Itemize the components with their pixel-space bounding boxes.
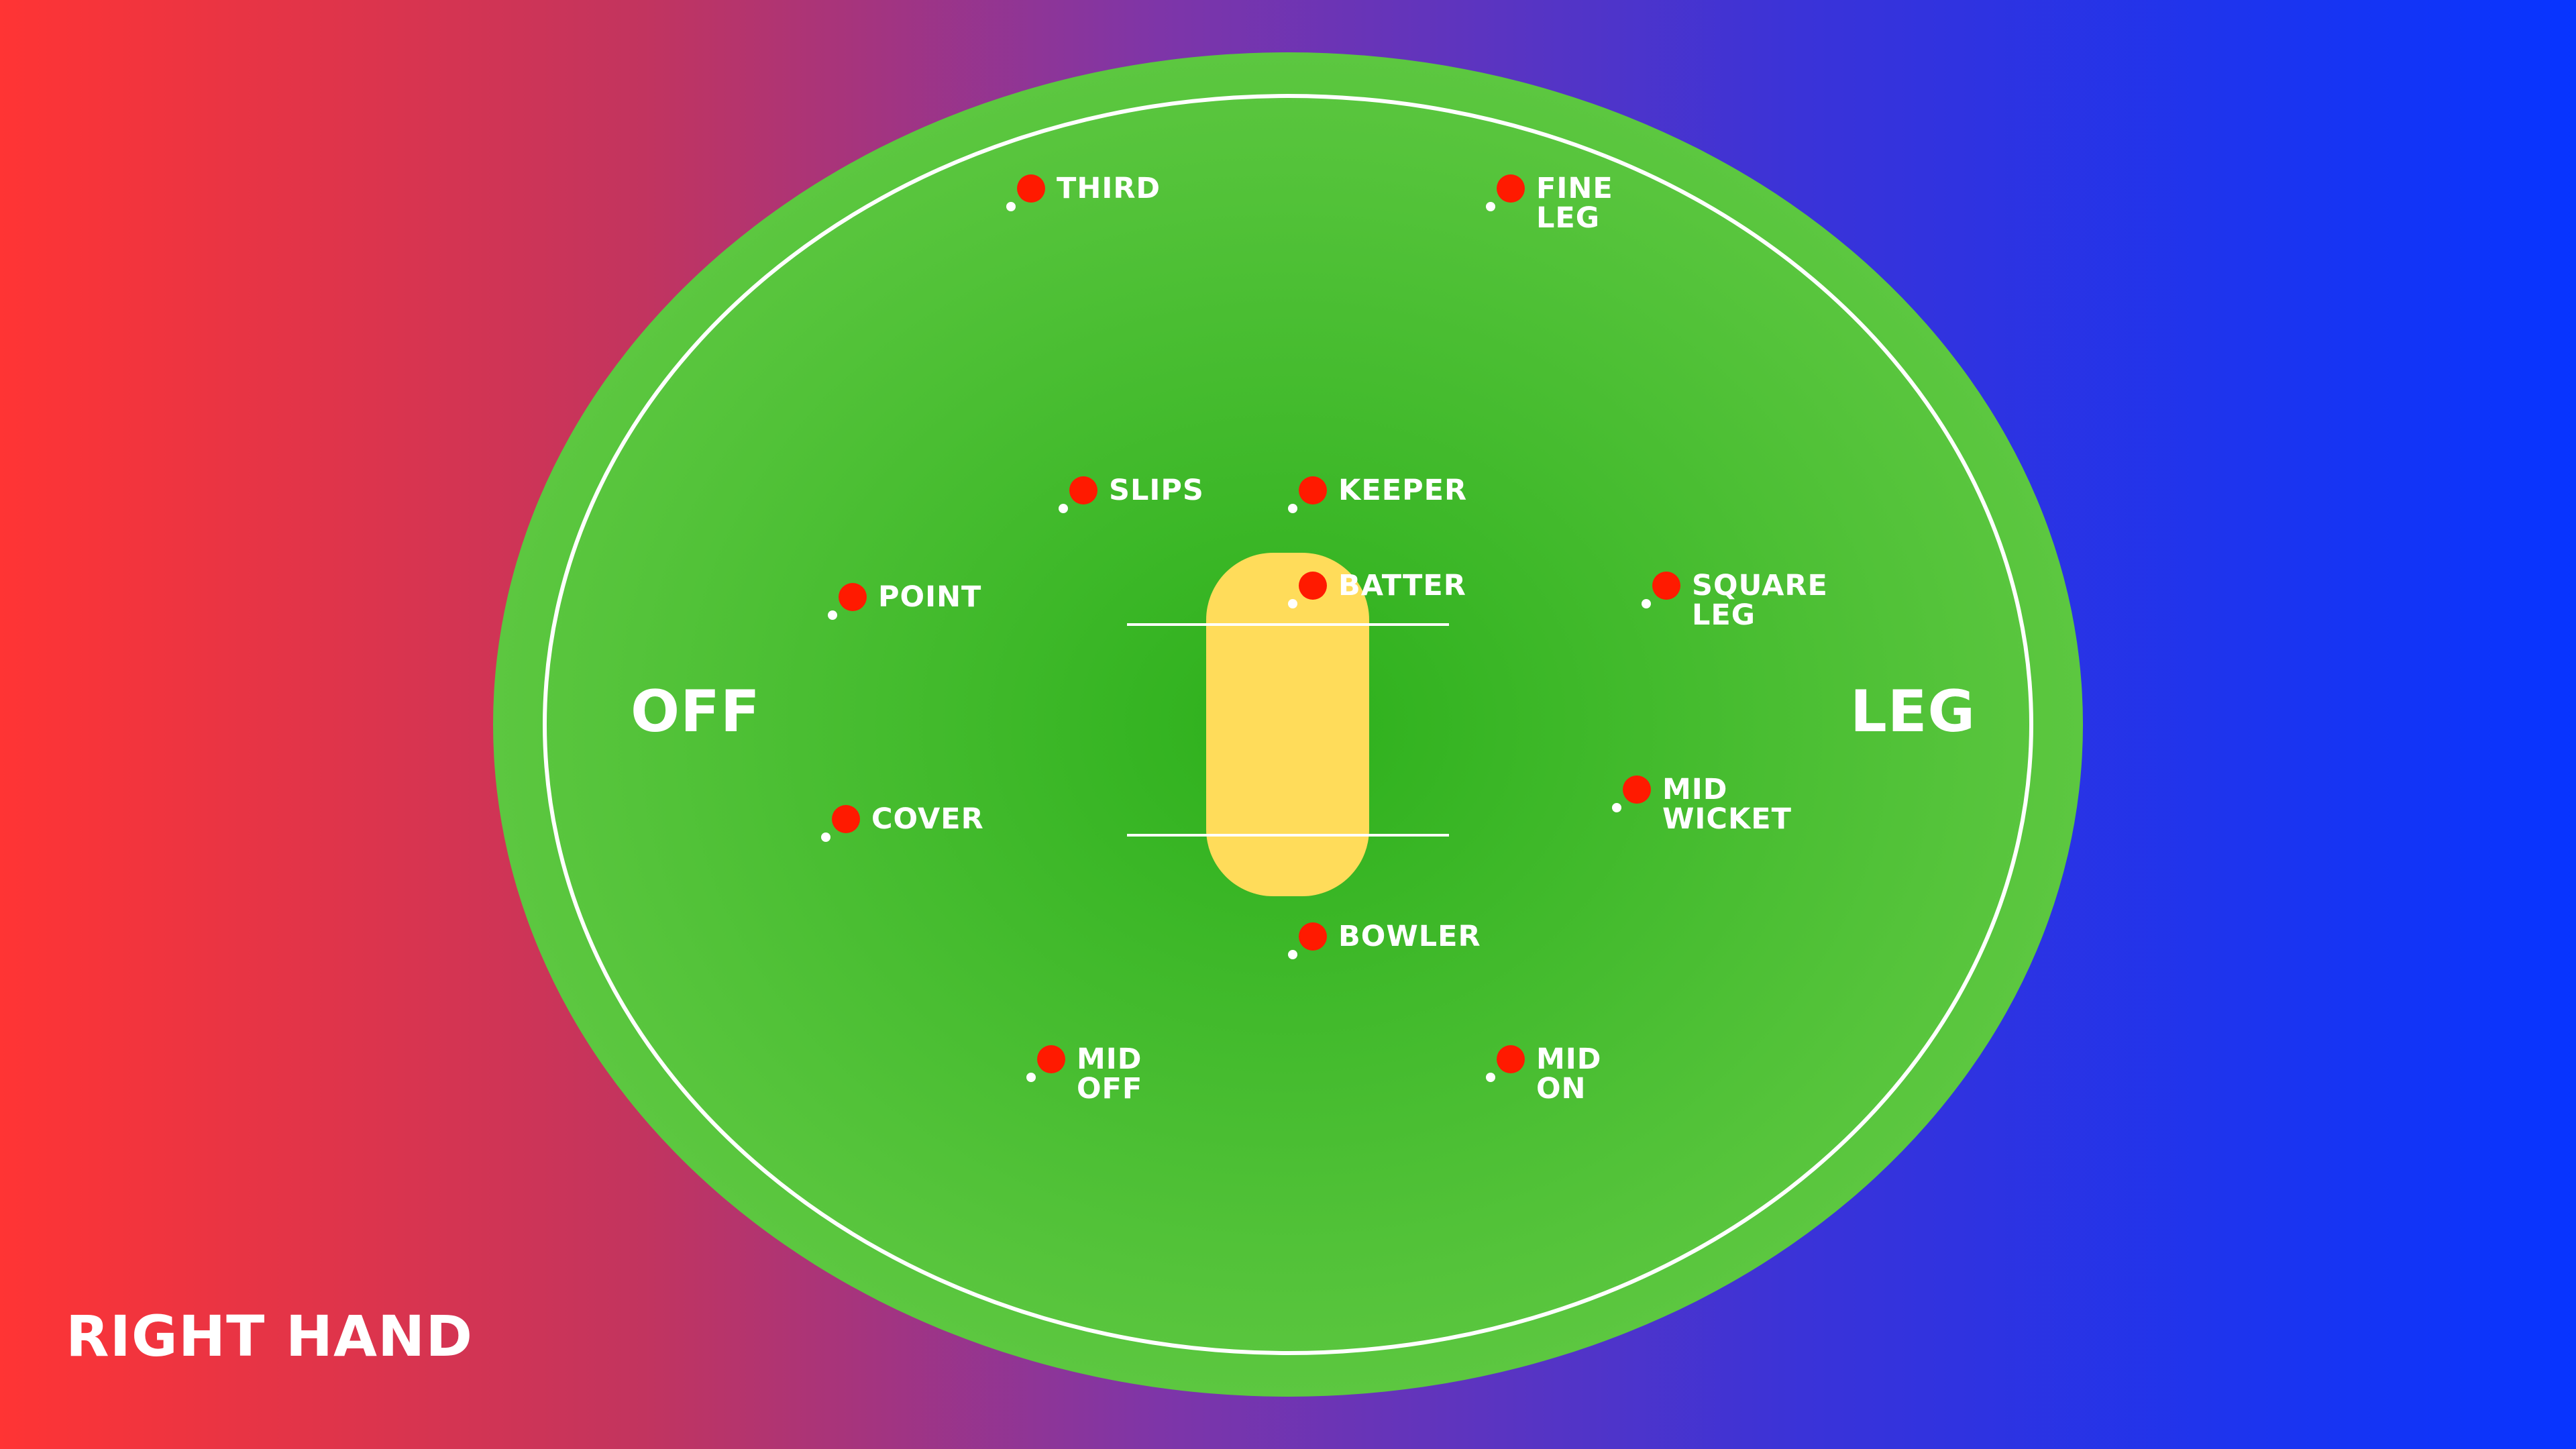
position-label-line: BOWLER bbox=[1338, 920, 1481, 953]
position-label-square-leg: SQUARE LEG bbox=[1692, 571, 1828, 630]
batting-hand-title: RIGHT HAND bbox=[66, 1303, 474, 1369]
leg-side-label: LEG bbox=[1850, 678, 1976, 745]
position-label-line: COVER bbox=[871, 802, 984, 836]
fielder-dot-mid-off bbox=[1037, 1045, 1065, 1073]
fielder-dot-fine-leg bbox=[1497, 174, 1525, 203]
fielder-dot-point bbox=[839, 583, 867, 611]
fielder-dot-third bbox=[1017, 174, 1045, 203]
fielder-shadow-dot-mid-off bbox=[1026, 1073, 1036, 1082]
position-label-line: OFF bbox=[1077, 1072, 1143, 1106]
fielder-shadow-dot-point bbox=[828, 610, 837, 620]
position-label-line: SLIPS bbox=[1109, 474, 1204, 507]
boundary-rope bbox=[543, 94, 2033, 1355]
position-label-line: MID bbox=[1662, 773, 1728, 806]
fielder-shadow-dot-square-leg bbox=[1642, 599, 1651, 608]
position-label-line: FINE bbox=[1536, 172, 1613, 205]
position-label-bowler: BOWLER bbox=[1338, 922, 1481, 951]
fielder-dot-batter bbox=[1299, 572, 1327, 600]
position-label-mid-on: MID ON bbox=[1536, 1044, 1601, 1104]
position-label-line: POINT bbox=[878, 580, 982, 614]
position-label-fine-leg: FINE LEG bbox=[1536, 174, 1613, 233]
fielder-shadow-dot-slips bbox=[1059, 504, 1068, 513]
position-label-third: THIRD bbox=[1057, 174, 1161, 203]
position-label-point: POINT bbox=[878, 582, 981, 612]
fielder-shadow-dot-cover bbox=[821, 833, 830, 842]
position-label-line: MID bbox=[1536, 1042, 1602, 1076]
fielder-dot-cover bbox=[832, 805, 860, 833]
fielder-shadow-dot-fine-leg bbox=[1486, 202, 1495, 211]
fielder-shadow-dot-batter bbox=[1288, 599, 1297, 608]
position-label-cover: COVER bbox=[871, 804, 984, 834]
position-label-batter: BATTER bbox=[1338, 571, 1466, 600]
fielder-shadow-dot-third bbox=[1006, 202, 1016, 211]
fielder-dot-slips bbox=[1069, 476, 1097, 504]
position-label-line: MID bbox=[1077, 1042, 1142, 1076]
fielder-shadow-dot-mid-wicket bbox=[1612, 803, 1621, 812]
fielder-dot-mid-wicket bbox=[1623, 775, 1651, 804]
position-label-line: KEEPER bbox=[1338, 474, 1468, 507]
position-label-line: THIRD bbox=[1057, 172, 1161, 205]
position-label-slips: SLIPS bbox=[1109, 476, 1204, 505]
fielder-dot-mid-on bbox=[1497, 1045, 1525, 1073]
fielder-dot-bowler bbox=[1299, 922, 1327, 951]
position-label-mid-wicket: MID WICKET bbox=[1662, 775, 1792, 834]
position-label-line: ON bbox=[1536, 1072, 1587, 1106]
fielder-markers bbox=[821, 174, 1680, 1082]
fielder-dot-square-leg bbox=[1652, 572, 1680, 600]
position-label-line: WICKET bbox=[1662, 802, 1792, 836]
pitch bbox=[1206, 553, 1369, 896]
off-side-label: OFF bbox=[631, 678, 761, 745]
position-label-line: LEG bbox=[1692, 598, 1756, 632]
position-label-line: LEG bbox=[1536, 201, 1601, 235]
fielder-dot-keeper bbox=[1299, 476, 1327, 504]
fielder-shadow-dot-bowler bbox=[1288, 950, 1297, 959]
position-label-mid-off: MID OFF bbox=[1077, 1044, 1142, 1104]
position-label-line: BATTER bbox=[1338, 569, 1466, 602]
position-label-keeper: KEEPER bbox=[1338, 476, 1467, 505]
fielder-shadow-dot-keeper bbox=[1288, 504, 1297, 513]
position-label-line: SQUARE bbox=[1692, 569, 1828, 602]
fielder-shadow-dot-mid-on bbox=[1486, 1073, 1495, 1082]
